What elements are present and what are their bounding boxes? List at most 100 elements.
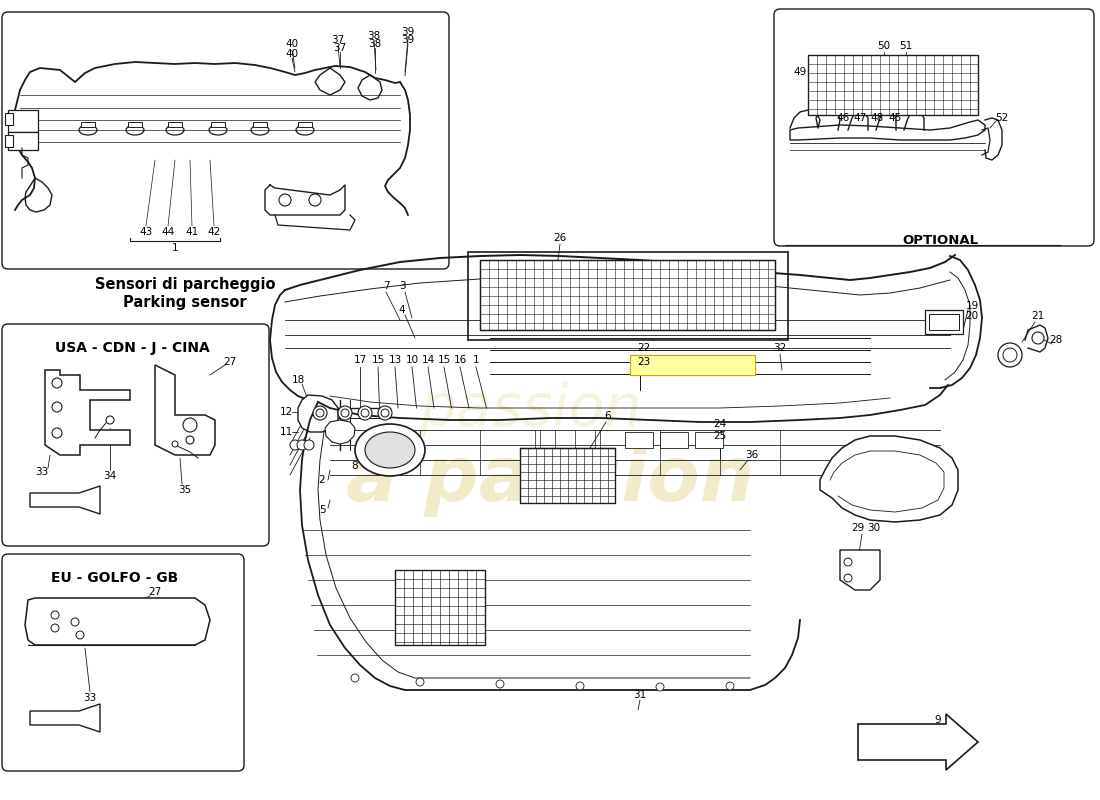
Text: 39: 39: [402, 27, 415, 37]
Circle shape: [656, 683, 664, 691]
Circle shape: [341, 409, 349, 417]
Text: 25: 25: [714, 431, 727, 441]
Text: passion: passion: [419, 382, 641, 438]
FancyBboxPatch shape: [2, 12, 449, 269]
Bar: [480, 260, 776, 330]
Bar: [480, 260, 776, 330]
Bar: [395, 570, 485, 645]
Text: 15: 15: [438, 355, 451, 365]
Text: 15: 15: [372, 355, 385, 365]
Circle shape: [1032, 332, 1044, 344]
Text: OPTIONAL: OPTIONAL: [902, 234, 978, 246]
Polygon shape: [840, 550, 880, 590]
Circle shape: [338, 406, 352, 420]
Text: 1: 1: [172, 243, 178, 253]
Bar: [468, 252, 788, 340]
Bar: [211, 122, 226, 127]
Text: 42: 42: [208, 227, 221, 237]
Circle shape: [72, 618, 79, 626]
Text: 52: 52: [996, 113, 1009, 123]
Circle shape: [726, 682, 734, 690]
Bar: [808, 55, 978, 115]
Polygon shape: [155, 365, 214, 455]
Circle shape: [51, 611, 59, 619]
Text: 40: 40: [285, 49, 298, 59]
Text: 10: 10: [406, 355, 419, 365]
Text: EU - GOLFO - GB: EU - GOLFO - GB: [52, 571, 178, 585]
Bar: [81, 122, 95, 127]
Text: 50: 50: [878, 41, 891, 51]
Text: 48: 48: [870, 113, 883, 123]
Circle shape: [279, 194, 292, 206]
Bar: [808, 55, 978, 115]
Circle shape: [316, 409, 324, 417]
Polygon shape: [30, 486, 100, 514]
Text: 3: 3: [398, 281, 405, 291]
Bar: [128, 122, 142, 127]
Text: 11: 11: [279, 427, 293, 437]
Circle shape: [844, 574, 852, 582]
Bar: [520, 448, 615, 503]
Circle shape: [52, 378, 62, 388]
Circle shape: [1003, 348, 1018, 362]
Text: Sensori di parcheggio: Sensori di parcheggio: [95, 278, 275, 293]
Bar: [168, 122, 182, 127]
Text: 34: 34: [103, 471, 117, 481]
Text: 29: 29: [851, 523, 865, 533]
Polygon shape: [25, 598, 210, 645]
Text: 2: 2: [319, 475, 326, 485]
Bar: [630, 355, 755, 375]
Circle shape: [998, 343, 1022, 367]
Text: 30: 30: [868, 523, 881, 533]
Text: 4: 4: [398, 305, 405, 315]
Text: 39: 39: [402, 35, 415, 45]
Circle shape: [186, 436, 194, 444]
Circle shape: [183, 418, 197, 432]
Text: 41: 41: [186, 227, 199, 237]
Text: 37: 37: [331, 35, 344, 45]
Bar: [925, 310, 962, 334]
Circle shape: [297, 440, 307, 450]
Bar: [930, 314, 959, 330]
Polygon shape: [324, 420, 355, 444]
Circle shape: [304, 440, 313, 450]
Circle shape: [52, 428, 62, 438]
FancyBboxPatch shape: [774, 9, 1094, 246]
Polygon shape: [45, 370, 130, 455]
Text: 33: 33: [35, 467, 48, 477]
Text: 1: 1: [473, 355, 480, 365]
Ellipse shape: [355, 424, 425, 476]
Circle shape: [52, 402, 62, 412]
Circle shape: [496, 680, 504, 688]
Text: 24: 24: [714, 419, 727, 429]
Bar: [625, 432, 653, 448]
Circle shape: [416, 678, 424, 686]
Text: 21: 21: [1032, 311, 1045, 321]
Bar: [520, 448, 615, 503]
Text: 35: 35: [178, 485, 191, 495]
Text: 26: 26: [553, 233, 566, 243]
Bar: [395, 570, 485, 645]
Polygon shape: [298, 395, 338, 432]
Text: 22: 22: [637, 343, 650, 353]
FancyBboxPatch shape: [2, 324, 270, 546]
Text: 47: 47: [854, 113, 867, 123]
Bar: [298, 122, 312, 127]
Bar: [8, 110, 39, 132]
Text: 37: 37: [333, 43, 346, 53]
Text: 7: 7: [383, 281, 389, 291]
Text: Parking sensor: Parking sensor: [123, 294, 246, 310]
Circle shape: [309, 194, 321, 206]
Bar: [6, 113, 13, 125]
Text: 12: 12: [279, 407, 293, 417]
Text: 45: 45: [889, 113, 902, 123]
Text: USA - CDN - J - CINA: USA - CDN - J - CINA: [55, 341, 209, 355]
Polygon shape: [858, 714, 978, 770]
Text: 18: 18: [292, 375, 305, 385]
Text: 20: 20: [966, 311, 979, 321]
Circle shape: [358, 406, 372, 420]
Text: 14: 14: [421, 355, 434, 365]
Polygon shape: [30, 704, 100, 732]
Circle shape: [844, 558, 852, 566]
Circle shape: [314, 406, 327, 420]
